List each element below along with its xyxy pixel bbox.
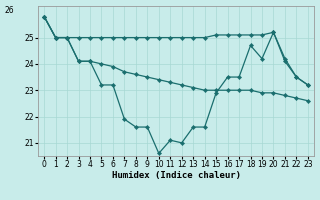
Text: 26: 26	[4, 6, 14, 15]
X-axis label: Humidex (Indice chaleur): Humidex (Indice chaleur)	[111, 171, 241, 180]
